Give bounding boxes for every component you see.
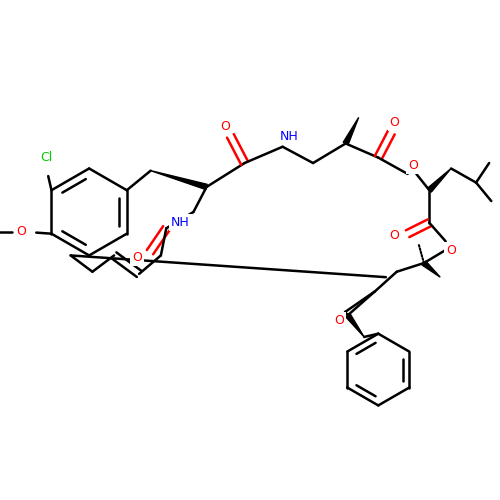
Polygon shape bbox=[343, 118, 358, 144]
Polygon shape bbox=[346, 314, 364, 337]
Text: O: O bbox=[408, 158, 418, 172]
Text: NH: NH bbox=[280, 130, 298, 143]
Text: NH: NH bbox=[171, 216, 190, 230]
Text: O: O bbox=[16, 225, 26, 238]
Text: O: O bbox=[132, 251, 142, 264]
Text: Cl: Cl bbox=[40, 151, 52, 164]
Text: O: O bbox=[390, 230, 400, 242]
Polygon shape bbox=[150, 170, 208, 190]
Text: O: O bbox=[220, 120, 230, 132]
Polygon shape bbox=[422, 261, 440, 277]
Text: O: O bbox=[446, 244, 456, 256]
Polygon shape bbox=[428, 168, 451, 192]
Text: O: O bbox=[390, 116, 400, 130]
Text: O: O bbox=[334, 314, 344, 327]
